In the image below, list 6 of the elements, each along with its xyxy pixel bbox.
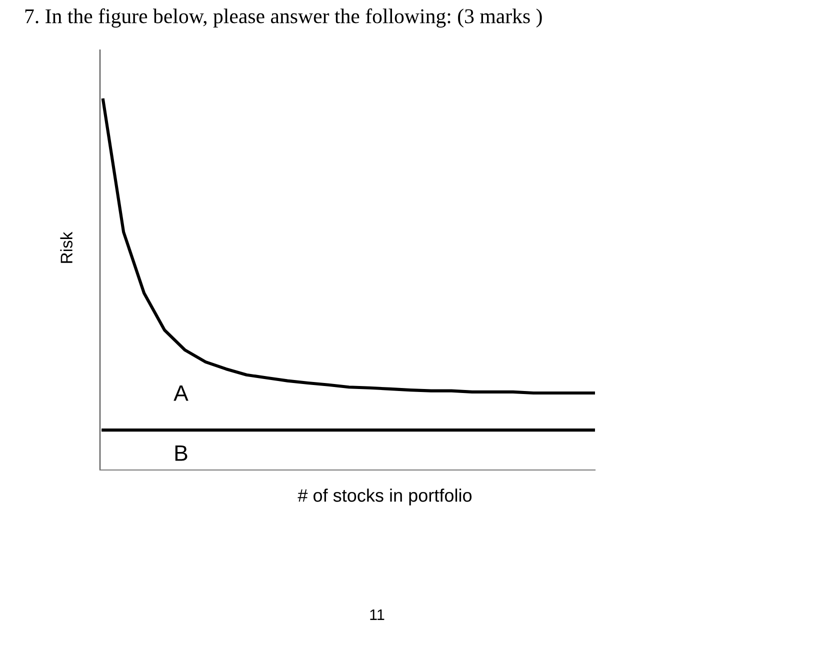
y-axis-title: Risk bbox=[60, 232, 72, 263]
x-axis-title: # of stocks in portfolio bbox=[298, 488, 472, 506]
chart-title: 7. In the figure below, please answer the following: (3 marks ) bbox=[25, 8, 542, 28]
annotation: B bbox=[175, 445, 188, 461]
text: 11 bbox=[370, 609, 384, 620]
annotation: A bbox=[174, 385, 188, 401]
